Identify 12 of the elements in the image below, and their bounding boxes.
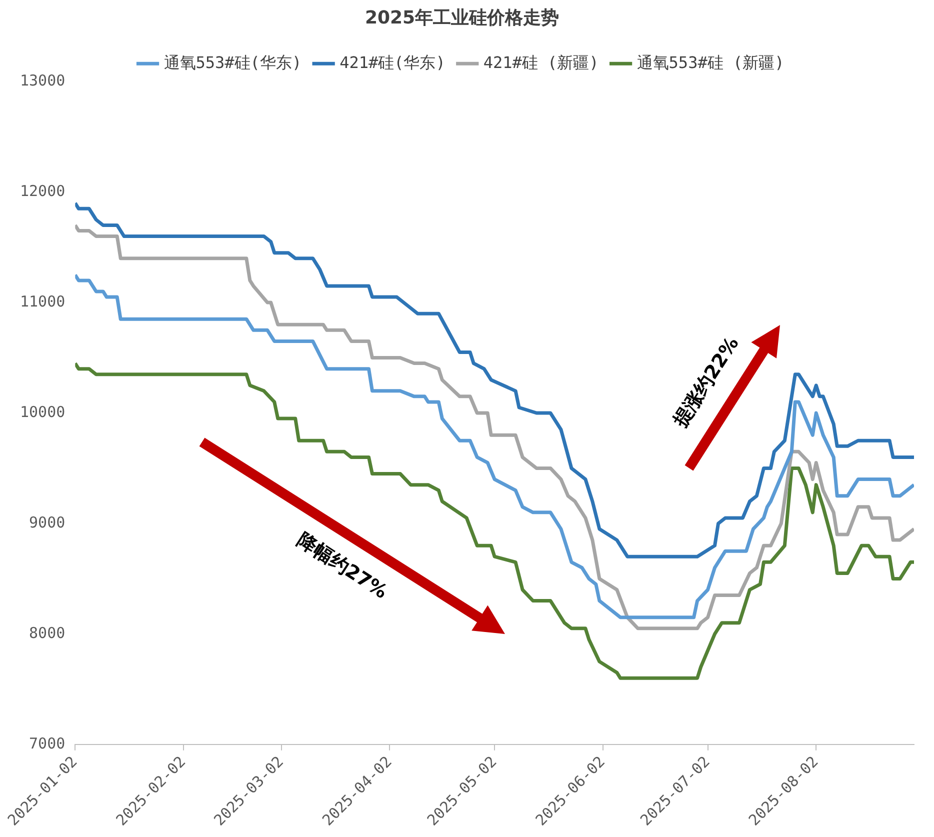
y-tick-label: 9000 [29, 513, 66, 532]
legend-label: 通氧553#硅(华东) [164, 52, 302, 72]
y-tick-label: 8000 [29, 624, 66, 642]
y-tick-label: 12000 [20, 182, 66, 200]
y-tick-label: 11000 [20, 292, 66, 310]
legend-label: 421#硅(华东) [340, 52, 446, 72]
legend-label: 421#硅 (新疆) [483, 52, 599, 72]
y-tick-label: 13000 [20, 71, 66, 90]
y-tick-label: 10000 [20, 402, 66, 421]
y-tick-label: 7000 [29, 734, 66, 752]
legend-label: 通氧553#硅 (新疆) [636, 52, 784, 72]
chart-title: 2025年工业硅价格走势 [364, 7, 560, 28]
